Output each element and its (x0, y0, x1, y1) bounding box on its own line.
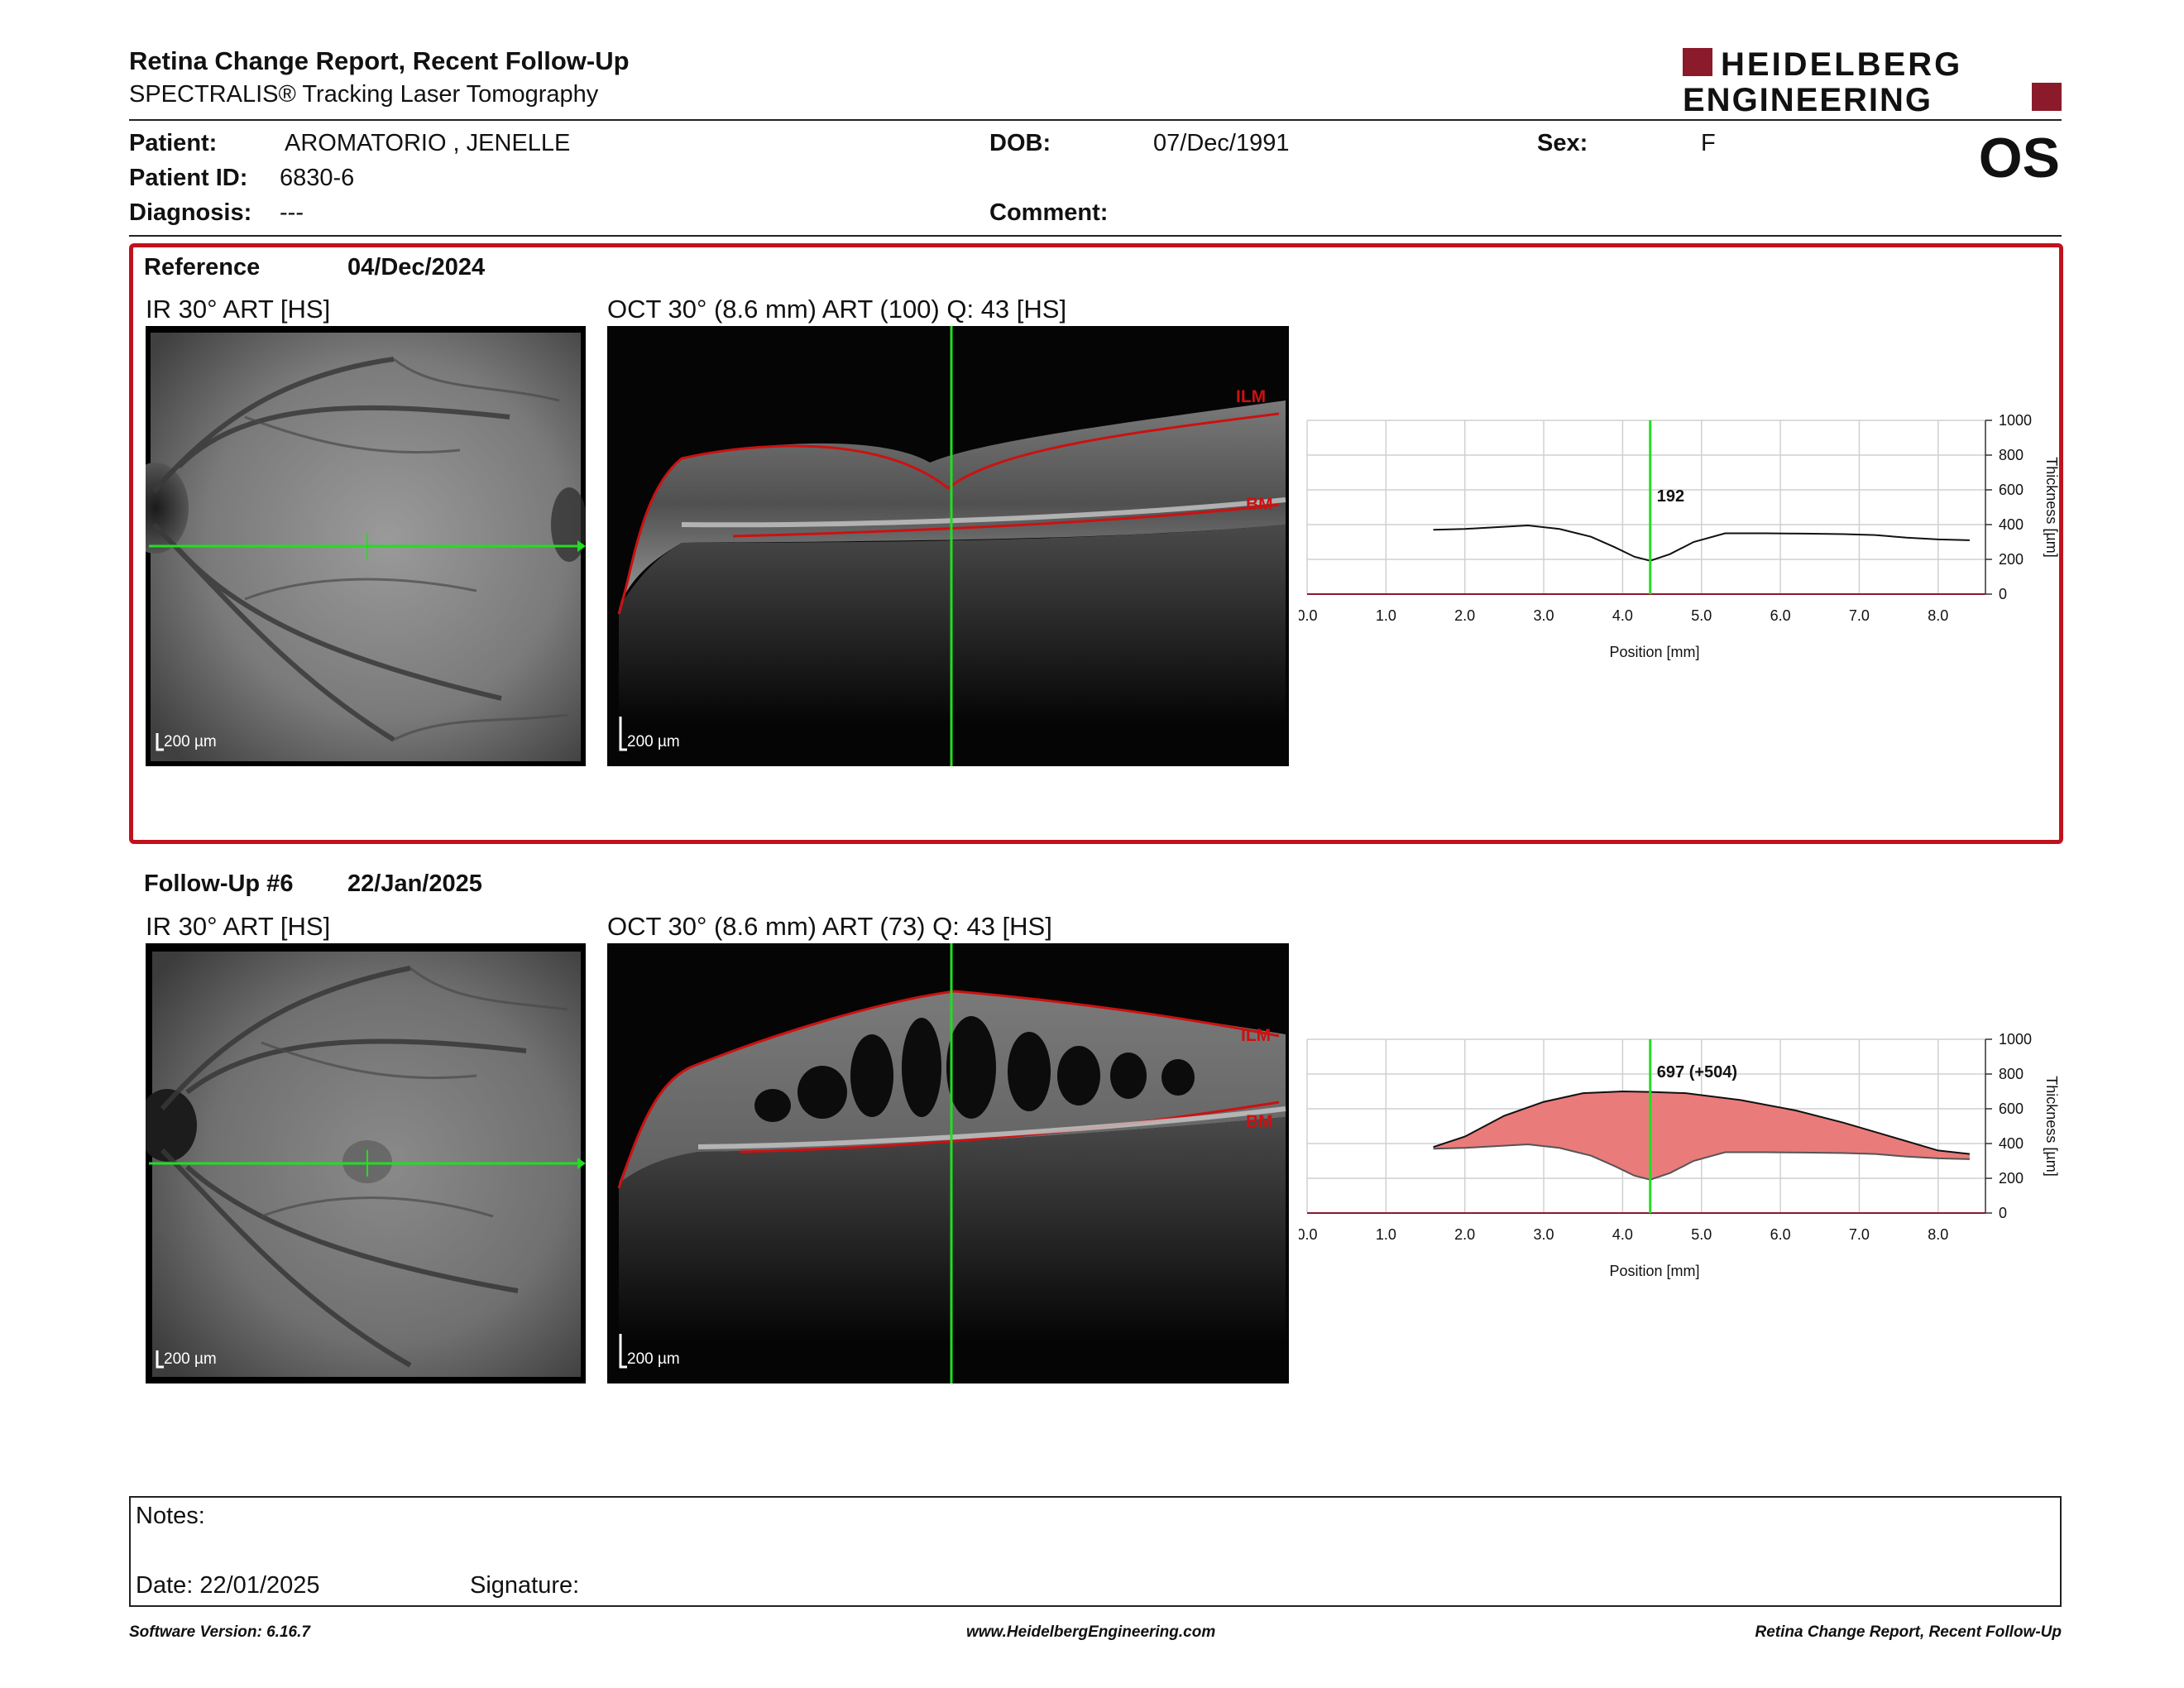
x-tick-label: 5.0 (1691, 1226, 1712, 1243)
followup-bm-label: BM (1246, 1112, 1273, 1131)
reference-oct-scale: 200 µm (627, 733, 680, 750)
y-tick-label: 200 (1999, 1170, 2024, 1187)
thickness-change-area (1433, 1091, 1970, 1180)
followup-oct-image[interactable]: ILM BM 200 µm (607, 943, 1289, 1383)
x-tick-label: 0.0 (1299, 607, 1318, 624)
notes-label: Notes: (136, 1503, 205, 1529)
x-tick-label: 5.0 (1691, 607, 1712, 624)
followup-date: 22/Jan/2025 (347, 870, 482, 897)
reference-ir-title: IR 30° ART [HS] (146, 295, 331, 324)
reference-frame (129, 243, 2063, 844)
dob-label: DOB: (989, 130, 1051, 156)
followup-ir-scale: 200 µm (164, 1350, 217, 1368)
signature-label: Signature: (470, 1572, 580, 1599)
followup-ir-image[interactable]: 200 µm (146, 943, 586, 1383)
reference-ilm-label: ILM (1236, 387, 1266, 406)
y-tick-label: 600 (1999, 1101, 2024, 1117)
followup-ir-title: IR 30° ART [HS] (146, 912, 331, 941)
sex-label: Sex: (1537, 130, 1588, 156)
x-tick-label: 0.0 (1299, 1226, 1318, 1243)
reference-date: 04/Dec/2024 (347, 254, 486, 281)
followup-oct-title: OCT 30° (8.6 mm) ART (73) Q: 43 [HS] (607, 912, 1052, 941)
thickness-series-line (1433, 1144, 1970, 1181)
eye-indicator: OS (1978, 127, 2060, 189)
reference-bm-label: BM (1246, 495, 1273, 514)
x-tick-label: 2.0 (1454, 1226, 1475, 1243)
followup-label: Follow-Up #6 (144, 870, 294, 897)
y-tick-label: 200 (1999, 551, 2024, 568)
x-tick-label: 1.0 (1376, 1226, 1396, 1243)
sex-value: F (1701, 130, 1716, 156)
x-tick-label: 8.0 (1928, 607, 1948, 624)
comment-label: Comment: (989, 199, 1109, 226)
logo-line1: HEIDELBERG (1721, 46, 1962, 83)
thickness-series-line (1433, 1090, 1971, 1155)
patient-rule (129, 235, 2062, 237)
y-tick-label: 0 (1999, 586, 2007, 602)
diagnosis-value: --- (280, 199, 304, 226)
notes-date: Date: 22/01/2025 (136, 1572, 320, 1599)
followup-ilm-label: ILM (1241, 1026, 1271, 1045)
notes-box[interactable] (129, 1496, 2062, 1607)
x-tick-label: 7.0 (1849, 1226, 1870, 1243)
header-rule (129, 119, 2062, 121)
thickness-series-line (1433, 525, 1970, 562)
x-axis-label: Position [mm] (1609, 644, 1699, 660)
y-tick-label: 600 (1999, 482, 2024, 498)
y-tick-label: 1000 (1999, 412, 2032, 429)
logo-line2: ENGINEERING (1683, 82, 1933, 114)
dob-value: 07/Dec/1991 (1153, 130, 1290, 156)
reference-oct-title: OCT 30° (8.6 mm) ART (100) Q: 43 [HS] (607, 295, 1067, 324)
x-tick-label: 6.0 (1770, 1226, 1791, 1243)
x-tick-label: 4.0 (1612, 1226, 1633, 1243)
y-tick-label: 800 (1999, 447, 2024, 463)
y-tick-label: 800 (1999, 1066, 2024, 1082)
y-tick-label: 1000 (1999, 1031, 2032, 1048)
reference-label: Reference (144, 254, 261, 281)
footer-website[interactable]: www.HeidelbergEngineering.com (966, 1623, 1216, 1641)
report-subtitle: SPECTRALIS® Tracking Laser Tomography (129, 81, 599, 108)
y-axis-label: Thickness [µm] (2043, 1076, 2060, 1176)
heidelberg-logo: HEIDELBERG ENGINEERING (1683, 46, 2062, 114)
footer-report-name: Retina Change Report, Recent Follow-Up (1755, 1623, 2062, 1641)
patient-id: 6830-6 (280, 165, 355, 191)
reference-thickness-chart: 192 0.0 1.0 2.0 3.0 4.0 5.0 6.0 7.0 8.0 0 200 400 600… (1299, 412, 2060, 660)
footer-software-version: Software Version: 6.16.7 (129, 1623, 310, 1641)
reference-ir-scale: 200 µm (164, 733, 217, 750)
x-tick-label: 4.0 (1612, 607, 1633, 624)
x-tick-label: 6.0 (1770, 607, 1791, 624)
y-tick-label: 400 (1999, 516, 2024, 533)
x-tick-label: 8.0 (1928, 1226, 1948, 1243)
y-axis-label: Thickness [µm] (2043, 457, 2060, 557)
x-tick-label: 7.0 (1849, 607, 1870, 624)
patient-name: AROMATORIO , JENELLE (285, 130, 571, 156)
x-axis-label: Position [mm] (1609, 1263, 1699, 1279)
cursor-value-label: 192 (1657, 487, 1684, 506)
reference-ir-image[interactable]: 200 µm (146, 326, 586, 766)
cursor-value-label: 697 (+504) (1657, 1063, 1737, 1081)
x-tick-label: 1.0 (1376, 607, 1396, 624)
y-tick-label: 0 (1999, 1205, 2007, 1221)
reference-oct-image[interactable]: ILM BM 200 µm (607, 326, 1289, 766)
x-tick-label: 3.0 (1534, 607, 1554, 624)
y-tick-label: 400 (1999, 1135, 2024, 1152)
followup-oct-scale: 200 µm (627, 1350, 680, 1368)
diagnosis-label: Diagnosis: (129, 199, 252, 226)
report-title: Retina Change Report, Recent Follow-Up (129, 46, 630, 75)
x-tick-label: 2.0 (1454, 607, 1475, 624)
patient-id-label: Patient ID: (129, 165, 248, 191)
patient-name-label: Patient: (129, 130, 218, 156)
x-tick-label: 3.0 (1534, 1226, 1554, 1243)
followup-thickness-chart: 697 (+504) 0.0 1.0 2.0 3.0 4.0 5.0 6.0 7.0 8.0 0 20… (1299, 1031, 2060, 1279)
